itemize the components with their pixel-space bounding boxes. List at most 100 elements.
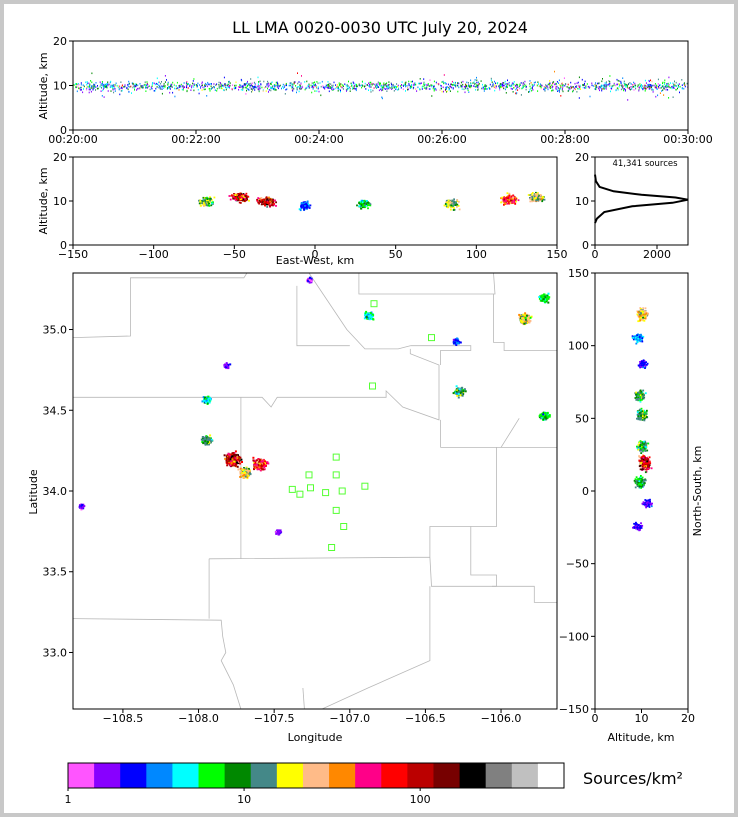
altitude-time-source <box>265 90 267 92</box>
east-west-source <box>264 202 267 205</box>
altitude-time-source <box>541 84 543 87</box>
altitude-time-source <box>377 81 379 84</box>
altitude-time-source <box>395 88 397 91</box>
altitude-time-source <box>364 85 365 88</box>
altitude-time-source <box>672 82 674 85</box>
altitude-time-source <box>383 84 385 86</box>
altitude-time-source <box>642 85 644 87</box>
plan-view-source <box>230 460 233 463</box>
altitude-time-source <box>425 88 427 90</box>
east-west-source <box>237 198 240 201</box>
altitude-time-source <box>183 82 185 84</box>
altitude-time-source <box>381 96 383 99</box>
altitude-time-source <box>450 83 452 86</box>
altitude-time-source <box>223 85 225 88</box>
altitude-time-source <box>266 84 268 86</box>
altitude-time-source <box>220 85 222 88</box>
altitude-time-source <box>89 88 91 91</box>
east-west-source <box>275 205 277 207</box>
altitude-time-source <box>674 84 676 87</box>
altitude-time-source <box>339 83 341 85</box>
altitude-time-source <box>114 90 116 92</box>
east-west-source <box>200 204 202 207</box>
y-tick-label: 0 <box>582 239 589 252</box>
altitude-time-source <box>204 84 206 86</box>
altitude-time-source <box>529 90 531 93</box>
altitude-time-source <box>548 83 550 85</box>
altitude-time-source <box>677 84 679 87</box>
altitude-time-source <box>225 88 227 91</box>
altitude-time-source <box>567 90 569 92</box>
altitude-time-source <box>613 82 615 85</box>
altitude-time-source <box>91 72 93 75</box>
altitude-time-source <box>621 84 623 87</box>
plan-view-source <box>237 468 240 471</box>
altitude-time-source <box>301 75 302 77</box>
altitude-time-source <box>332 84 334 87</box>
plan-view-source <box>242 469 245 472</box>
plan-view-source <box>236 465 239 468</box>
altitude-time-source <box>245 83 247 86</box>
altitude-time-source <box>500 84 502 87</box>
altitude-time-source <box>673 85 675 87</box>
altitude-time-source <box>475 89 477 91</box>
altitude-time-source <box>275 81 277 84</box>
altitude-time-source <box>411 84 412 86</box>
altitude-time-source <box>545 84 547 86</box>
altitude-time-source <box>300 83 302 85</box>
altitude-time-source <box>504 88 506 91</box>
x-tick-label: 0 <box>312 248 319 261</box>
altitude-time-source <box>660 87 662 89</box>
altitude-time-source <box>664 81 666 84</box>
altitude-time-source <box>594 85 596 87</box>
altitude-time-source <box>516 92 518 94</box>
altitude-time-source <box>241 85 243 88</box>
east-west-source <box>200 201 203 204</box>
altitude-time-source <box>482 86 484 89</box>
altitude-time-source <box>547 88 549 91</box>
altitude-time-source <box>584 80 586 83</box>
east-west-source <box>356 204 358 207</box>
altitude-time-source <box>102 88 104 90</box>
altitude-time-source <box>510 84 512 87</box>
altitude-time-source <box>638 89 640 92</box>
altitude-time-source <box>348 80 349 83</box>
altitude-time-source <box>333 81 335 84</box>
plan-view-source <box>463 388 466 391</box>
altitude-time-source <box>547 86 549 89</box>
plan-view-source <box>257 461 260 464</box>
east-west-source <box>538 197 541 200</box>
altitude-time-source <box>677 83 679 86</box>
altitude-time-source <box>458 86 460 89</box>
altitude-time-source <box>341 86 343 89</box>
altitude-time-source <box>493 86 495 89</box>
altitude-time-source <box>657 94 659 97</box>
altitude-time-source <box>205 83 207 86</box>
east-west-source <box>244 200 246 203</box>
x-tick-label: 150 <box>547 248 568 261</box>
altitude-time-source <box>370 91 372 93</box>
altitude-time-source <box>384 84 386 86</box>
altitude-time-source <box>282 85 283 88</box>
altitude-time-source <box>656 85 658 88</box>
altitude-time-source <box>386 85 388 88</box>
altitude-time-source <box>228 81 229 83</box>
east-west-source <box>244 197 246 200</box>
altitude-time-source <box>467 82 469 84</box>
altitude-time-source <box>537 90 539 92</box>
altitude-time-source <box>161 92 163 95</box>
east-west-source <box>269 205 271 207</box>
altitude-time-source <box>613 84 615 87</box>
east-west-source <box>243 196 246 199</box>
altitude-time-source <box>368 89 369 91</box>
altitude-time-source <box>543 88 545 91</box>
altitude-time-source <box>330 83 332 85</box>
plan-view-source <box>244 471 247 474</box>
east-west-source <box>207 199 210 202</box>
altitude-time-source <box>584 87 585 89</box>
altitude-time-source <box>135 83 137 86</box>
altitude-time-source <box>317 82 319 85</box>
altitude-time-source <box>620 88 622 91</box>
altitude-time-source <box>159 88 161 90</box>
